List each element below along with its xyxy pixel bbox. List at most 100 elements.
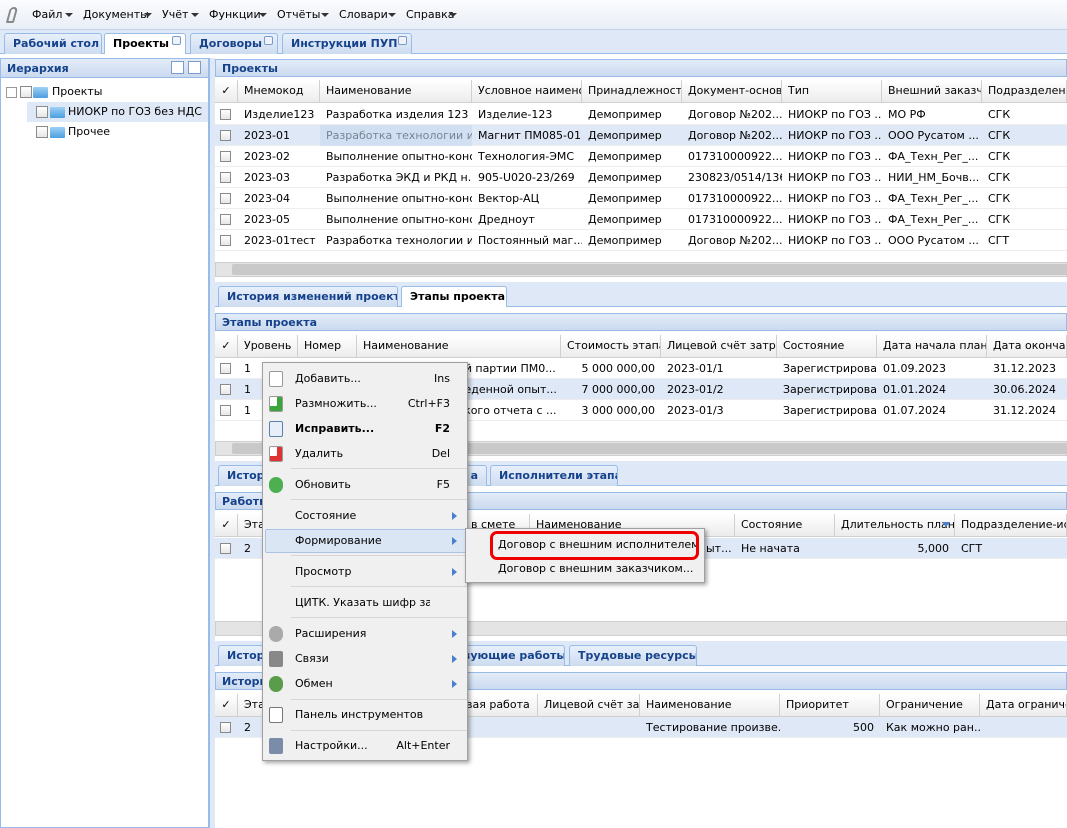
row[interactable]: [215, 400, 1067, 421]
menu-item[interactable]: Настройки...: [295, 739, 368, 752]
menu-icon: [269, 626, 283, 642]
column-header[interactable]: вая работа: [460, 694, 538, 717]
menu-item[interactable]: Обмен: [295, 677, 333, 690]
menu-item[interactable]: Документы: [77, 4, 155, 26]
menu-item[interactable]: Словари: [333, 4, 399, 26]
menu-icon: [269, 421, 283, 437]
column-header[interactable]: ✓: [215, 80, 238, 103]
row[interactable]: [215, 209, 1067, 230]
menu-item[interactable]: Просмотр: [295, 565, 352, 578]
row[interactable]: [215, 188, 1067, 209]
tab[interactable]: зующие работы: [455, 645, 565, 666]
menu-item[interactable]: Исправить...: [295, 422, 375, 435]
column-header[interactable]: Лицевой счёт затрат: [661, 335, 777, 358]
cell: НИОКР по ГОЗ ...: [788, 150, 882, 163]
tree-label[interactable]: Прочее: [68, 125, 111, 138]
menu-item[interactable]: Панель инструментов: [295, 708, 424, 721]
column-header[interactable]: Принадлежность: [582, 80, 682, 103]
column-header[interactable]: Тип: [782, 80, 882, 103]
checkbox[interactable]: [36, 106, 48, 118]
column-header[interactable]: Наименование: [320, 80, 472, 103]
menu-item[interactable]: Добавить...: [295, 372, 361, 385]
row[interactable]: [215, 230, 1067, 251]
menu-item[interactable]: Учёт: [156, 4, 202, 26]
column-header[interactable]: Дата ограничен: [980, 694, 1067, 717]
column-header[interactable]: Дата окончани: [987, 335, 1067, 358]
column-header[interactable]: Уровень: [238, 335, 298, 358]
cell: ой партии ПМ0...: [458, 362, 556, 375]
menu-item[interactable]: Размножить...: [295, 397, 377, 410]
column-header[interactable]: Наименование: [640, 694, 780, 717]
menu-icon: [269, 446, 283, 462]
checkbox[interactable]: [220, 722, 231, 733]
column-header[interactable]: Лицевой счёт затр: [538, 694, 640, 717]
column-header[interactable]: Дата начала план: [877, 335, 987, 358]
cell: 500: [853, 721, 874, 734]
row[interactable]: [215, 167, 1067, 188]
column-header[interactable]: Состояние: [777, 335, 877, 358]
checkbox[interactable]: [220, 109, 231, 120]
tree-label[interactable]: НИОКР по ГОЗ без НДС: [68, 105, 202, 118]
tab[interactable]: Проекты: [104, 33, 186, 54]
column-header[interactable]: Мнемокод: [238, 80, 320, 103]
column-header[interactable]: ✓: [215, 514, 238, 537]
menu-item[interactable]: ЦИТК. Указать шифр затрат...: [295, 596, 430, 609]
tab[interactable]: Исполнители этапа: [490, 465, 618, 486]
tab-close[interactable]: [264, 36, 273, 45]
checkbox[interactable]: [220, 214, 231, 225]
menu-item[interactable]: Связи: [295, 652, 329, 665]
column-header[interactable]: Приоритет: [780, 694, 880, 717]
tool-button[interactable]: [188, 61, 201, 74]
checkbox[interactable]: [220, 193, 231, 204]
column-header[interactable]: Условное наименова: [472, 80, 582, 103]
menu-item[interactable]: Договор с внешним исполнителем...: [498, 538, 698, 551]
tab[interactable]: Рабочий стол: [4, 33, 102, 54]
tab[interactable]: Этапы проекта: [401, 286, 507, 307]
checkbox[interactable]: [220, 130, 231, 141]
tab[interactable]: Договоры: [190, 33, 278, 54]
column-header[interactable]: Длительность план: [835, 514, 955, 537]
checkbox[interactable]: [220, 363, 231, 374]
column-header[interactable]: Стоимость этапа: [561, 335, 661, 358]
column-header[interactable]: Внешний заказчик: [882, 80, 982, 103]
column-header[interactable]: Наименование: [357, 335, 561, 358]
checkbox[interactable]: [36, 126, 48, 138]
checkbox[interactable]: [220, 235, 231, 246]
row[interactable]: [215, 104, 1067, 125]
menu-item[interactable]: Обновить: [295, 478, 351, 491]
column-header[interactable]: Состояние: [735, 514, 835, 537]
checkbox[interactable]: [220, 405, 231, 416]
menu-item[interactable]: Расширения: [295, 627, 367, 640]
column-header[interactable]: ✓: [215, 694, 238, 717]
menu-item[interactable]: Справка: [400, 4, 460, 26]
menu-item[interactable]: Отчёты: [271, 4, 332, 26]
checkbox[interactable]: [220, 151, 231, 162]
tab[interactable]: Трудовые ресурсы: [569, 645, 697, 666]
tab[interactable]: История изменений проекта: [218, 286, 398, 307]
tool-button[interactable]: [171, 61, 184, 74]
tab-close[interactable]: [172, 36, 181, 45]
checkbox[interactable]: [20, 86, 32, 98]
tab[interactable]: Инструкции ПУП: [282, 33, 412, 54]
column-header[interactable]: Подразделение-испо: [955, 514, 1067, 537]
menu-item[interactable]: Функции: [203, 4, 270, 26]
column-header[interactable]: Ограничение: [880, 694, 980, 717]
checkbox[interactable]: [220, 543, 231, 554]
menu-item[interactable]: Состояние: [295, 509, 357, 522]
menu-item[interactable]: Файл: [26, 4, 76, 26]
tree-label[interactable]: Проекты: [52, 85, 103, 98]
menu-item[interactable]: Договор с внешним заказчиком...: [498, 562, 694, 575]
checkbox[interactable]: [220, 172, 231, 183]
panel-header: Проекты: [215, 59, 1067, 77]
tab-close[interactable]: [398, 36, 407, 45]
row[interactable]: [215, 358, 1067, 379]
column-header[interactable]: Номер: [298, 335, 357, 358]
column-header[interactable]: Подразделение: [982, 80, 1067, 103]
menu-item[interactable]: Формирование: [295, 534, 382, 547]
column-header[interactable]: Документ-основан: [682, 80, 782, 103]
menu-item[interactable]: Удалить: [295, 447, 344, 460]
selected-cell: [320, 125, 472, 146]
row[interactable]: [215, 146, 1067, 167]
column-header[interactable]: ✓: [215, 335, 238, 358]
checkbox[interactable]: [220, 384, 231, 395]
